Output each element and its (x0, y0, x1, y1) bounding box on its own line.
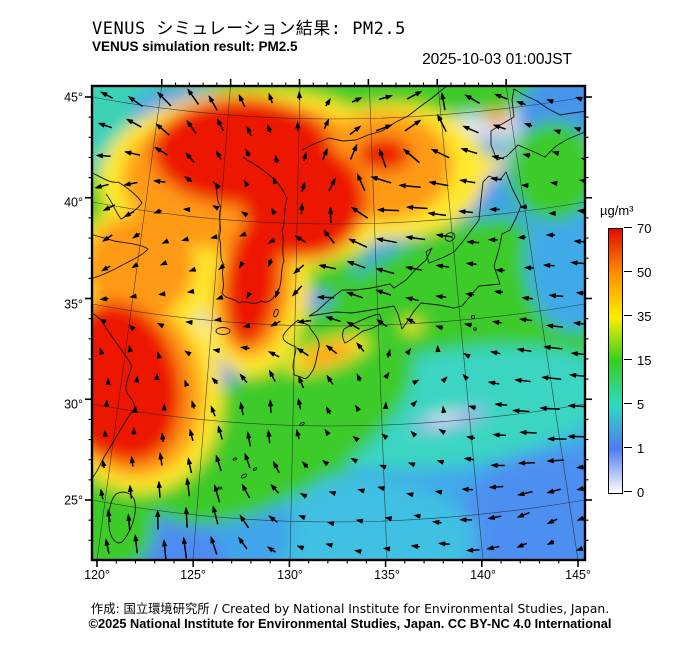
axis-label-longitude: 120° (84, 568, 110, 582)
colorbar-tick-label: 1 (637, 441, 645, 456)
colorbar-unit-label: µg/m³ (600, 203, 634, 218)
colorbar-tick-label: 0 (637, 485, 645, 500)
colorbar-tick (624, 447, 632, 448)
axis-labels: 120° 125° 130° 135° 140° 145° 45° 40° 35° 30° 25° (64, 91, 591, 583)
axis-label-longitude: 135° (374, 568, 400, 582)
map-plot: 120° 125° 130° 135° 140° 145° 45° 40° 35° 30° 25° (64, 79, 592, 583)
map-frame (90, 84, 587, 562)
colorbar-tick-label: 35 (637, 309, 652, 324)
axis-label-longitude: 130° (277, 568, 303, 582)
colorbar-tick-label: 70 (637, 221, 652, 236)
timestamp: 2025-10-03 01:00JST (422, 51, 572, 68)
axis-label-longitude: 125° (180, 568, 206, 582)
title-english: VENUS simulation result: PM2.5 (92, 39, 298, 54)
axis-label-latitude: 30° (64, 398, 83, 412)
colorbar-tick (624, 491, 632, 492)
colorbar-tick (624, 227, 632, 228)
axis-label-latitude: 40° (64, 196, 83, 210)
colorbar-tick (624, 403, 632, 404)
colorbar-gradient (608, 228, 623, 494)
colorbar-tick (624, 315, 632, 316)
map-root: 120° 125° 130° 135° 140° 145° 45° 40° 35° 30° 25° (64, 79, 592, 583)
colorbar-tick (624, 271, 632, 272)
footer-credit: 作成: 国立環境研究所 / Created by National Instit… (90, 602, 610, 616)
colorbar-tick-label: 15 (637, 353, 652, 368)
colorbar-tick-label: 5 (637, 397, 645, 412)
coastlines (92, 86, 585, 544)
axis-label-latitude: 45° (64, 91, 83, 105)
axis-label-longitude: 140° (470, 568, 496, 582)
axis-label-longitude: 145° (565, 568, 591, 582)
wind-vectors (94, 88, 585, 560)
colorbar-tick-label: 50 (637, 265, 652, 280)
axis-ticks (85, 79, 592, 567)
footer-license: ©2025 National Institute for Environment… (88, 616, 612, 631)
axis-label-latitude: 25° (64, 494, 83, 508)
title-japanese: VENUS シミュレーション結果: PM2.5 (92, 19, 406, 39)
axis-label-latitude: 35° (64, 298, 83, 312)
colorbar-tick (624, 359, 632, 360)
